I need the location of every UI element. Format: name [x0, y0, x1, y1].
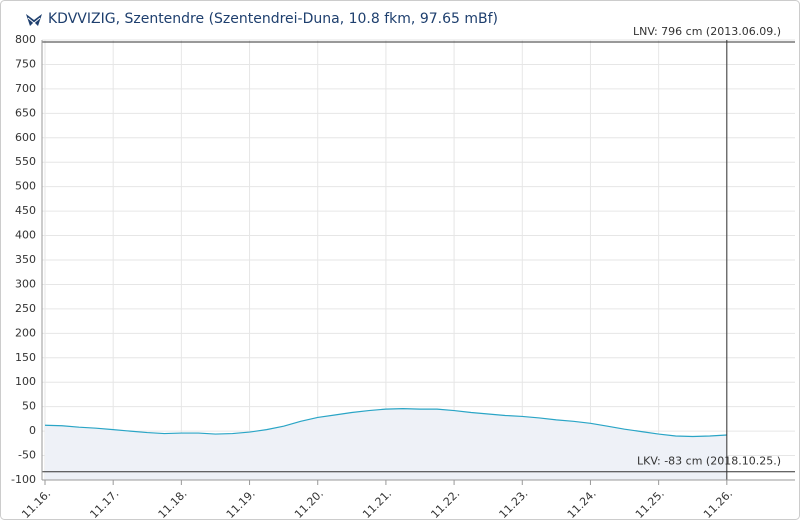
y-tick-label: 550 [15, 155, 36, 168]
y-tick-label: -100 [11, 473, 36, 486]
y-tick-label: 450 [15, 204, 36, 217]
y-tick-label: 0 [29, 424, 36, 437]
y-tick-label: 500 [15, 180, 36, 193]
y-tick-label: 150 [15, 351, 36, 364]
y-tick-label: 400 [15, 229, 36, 242]
y-tick-label: 800 [15, 33, 36, 46]
y-tick-label: 650 [15, 106, 36, 119]
reference-label: LNV: 796 cm (2013.06.09.) [633, 25, 781, 38]
reference-label: LKV: -83 cm (2018.10.25.) [637, 455, 781, 468]
area [45, 408, 727, 480]
y-tick-label: 200 [15, 326, 36, 339]
y-tick-label: 250 [15, 302, 36, 315]
y-tick-label: 300 [15, 277, 36, 290]
y-tick-label: 350 [15, 253, 36, 266]
y-tick-label: 750 [15, 57, 36, 70]
y-tick-label: 50 [22, 400, 36, 413]
y-tick-label: 600 [15, 131, 36, 144]
line [44, 408, 727, 438]
chart-title: KDVVIZIG, Szentendre (Szentendrei-Duna, … [48, 11, 498, 27]
y-tick-label: 700 [15, 82, 36, 95]
logo [26, 14, 42, 26]
y-tick-label: -50 [18, 449, 36, 462]
y-tick-label: 100 [15, 375, 36, 388]
